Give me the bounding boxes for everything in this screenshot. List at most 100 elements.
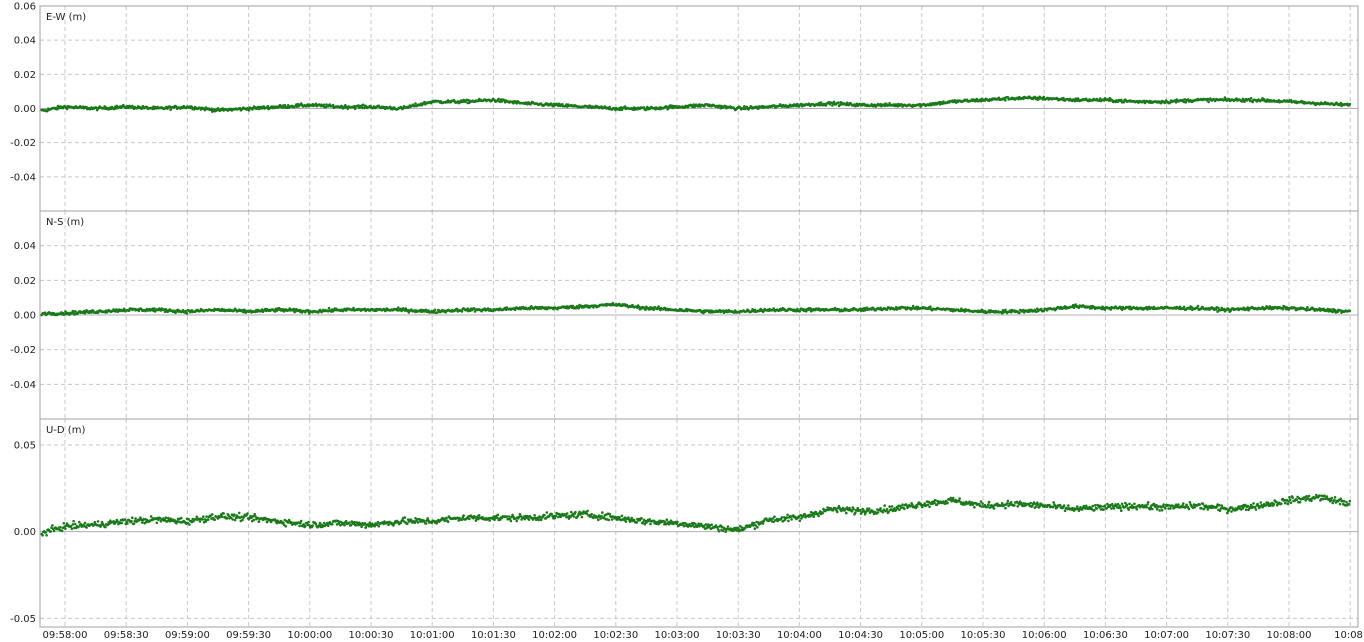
data-point — [1348, 309, 1352, 313]
data-point — [590, 513, 593, 516]
data-point — [1116, 502, 1120, 506]
data-point — [299, 521, 302, 525]
data-point — [979, 99, 983, 103]
data-point — [360, 525, 363, 528]
data-point — [973, 506, 976, 509]
data-point — [607, 518, 611, 522]
data-point — [436, 311, 439, 314]
data-point — [926, 503, 930, 507]
x-tick-label: 10:06:30 — [1083, 630, 1128, 641]
data-point — [719, 524, 722, 527]
data-point — [252, 518, 256, 522]
data-point — [387, 523, 390, 527]
data-point — [987, 500, 991, 504]
data-point — [79, 523, 83, 526]
data-point — [1160, 508, 1164, 512]
data-point — [1004, 99, 1007, 102]
data-point — [460, 310, 464, 313]
data-point — [831, 104, 834, 107]
x-tick-label: 10:05:00 — [899, 630, 944, 641]
data-point — [929, 305, 932, 309]
data-point — [752, 521, 756, 525]
data-point — [1256, 502, 1259, 506]
data-point — [1246, 504, 1250, 508]
data-point — [52, 529, 56, 533]
data-point — [773, 104, 776, 107]
data-point — [509, 519, 513, 523]
data-point — [734, 309, 737, 312]
data-point — [1067, 504, 1070, 507]
data-point — [352, 306, 355, 310]
data-point — [537, 518, 540, 522]
data-point — [543, 513, 546, 517]
data-point — [890, 505, 894, 508]
data-point — [724, 530, 727, 533]
data-point — [227, 514, 230, 517]
data-point — [803, 512, 806, 516]
data-point — [132, 522, 136, 526]
panel-label: E-W (m) — [46, 12, 86, 23]
data-point — [896, 506, 899, 510]
data-point — [1251, 100, 1254, 104]
data-point — [1321, 497, 1325, 501]
data-point — [550, 512, 553, 516]
data-point — [1244, 503, 1247, 507]
data-point — [845, 511, 848, 515]
data-point — [533, 514, 536, 517]
data-point — [1289, 98, 1293, 102]
data-point — [348, 521, 351, 524]
data-point — [676, 520, 679, 524]
data-point — [951, 496, 955, 500]
data-point — [497, 97, 501, 101]
data-point — [242, 310, 245, 314]
data-point — [164, 516, 168, 519]
data-point — [1051, 505, 1055, 509]
x-tick-label: 09:59:30 — [226, 630, 271, 641]
data-point — [569, 515, 572, 519]
data-point — [443, 519, 447, 523]
data-point — [790, 518, 793, 521]
data-point — [331, 103, 335, 107]
data-point — [832, 100, 836, 104]
data-point — [1106, 502, 1109, 506]
data-point — [220, 515, 224, 518]
data-point — [1006, 96, 1010, 99]
data-point — [508, 515, 511, 518]
data-point — [858, 509, 862, 512]
data-point — [149, 515, 153, 518]
data-point — [364, 526, 368, 529]
data-point — [798, 519, 802, 523]
data-point — [1018, 311, 1021, 315]
data-point — [134, 517, 137, 520]
data-point — [499, 518, 502, 521]
data-point — [64, 527, 67, 531]
data-point — [879, 507, 882, 510]
data-point — [545, 511, 549, 514]
data-point — [663, 520, 667, 524]
data-point — [1266, 501, 1270, 505]
data-point — [322, 103, 326, 107]
data-point — [1004, 506, 1007, 510]
data-point — [233, 513, 236, 516]
data-point — [935, 503, 939, 507]
data-point — [786, 513, 789, 517]
y-tick-label: 0.00 — [14, 527, 36, 538]
data-point — [740, 526, 744, 529]
data-point — [1029, 501, 1032, 505]
data-point — [416, 521, 420, 524]
data-point — [1198, 503, 1201, 506]
data-point — [298, 524, 301, 528]
data-point — [898, 508, 901, 512]
data-point — [553, 516, 557, 520]
data-point — [1128, 502, 1131, 506]
data-point — [1187, 507, 1191, 511]
data-point — [1185, 503, 1188, 507]
data-point — [174, 311, 177, 315]
data-point — [635, 521, 638, 524]
data-point — [958, 497, 961, 500]
data-point — [60, 529, 64, 533]
data-point — [123, 518, 127, 521]
data-point — [349, 523, 353, 527]
data-point — [1217, 503, 1221, 507]
data-point — [307, 520, 310, 524]
